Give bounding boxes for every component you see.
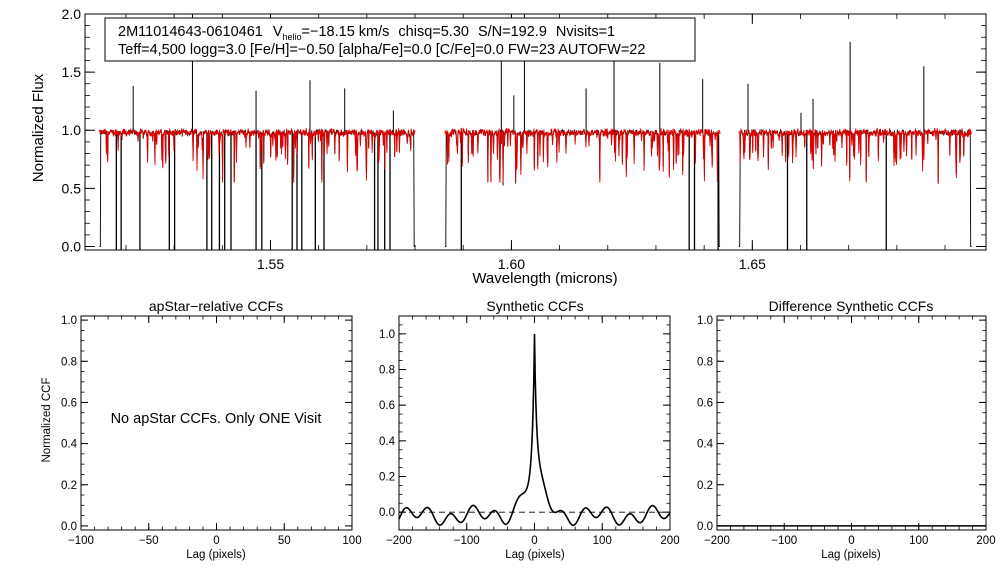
x-tick-label: −200 (386, 535, 412, 547)
y-tick-label: 0.4 (61, 439, 78, 451)
spectrum-y-axis-label: Normalized Flux (30, 73, 47, 182)
y-tick-label: 0.8 (697, 356, 713, 368)
no-ccf-message: No apStar CCFs. Only ONE Visit (111, 411, 322, 427)
y-tick-label: 2.0 (62, 6, 82, 22)
difference-ccf-panel: Difference Synthetic CCFs Lag (pixels) −… (697, 298, 996, 561)
synthetic-ccf-ticks: −200 −100 0 100 200 0.0 0.2 0.4 0.6 0.8 1.0 (379, 315, 680, 547)
y-tick-label: 0.0 (61, 521, 77, 533)
difference-ccf-title: Difference Synthetic CCFs (769, 298, 934, 314)
x-tick-label: 0 (531, 535, 537, 547)
y-tick-label: 0.0 (379, 507, 395, 519)
y-tick-label: 0.8 (379, 365, 395, 377)
y-tick-label: 0.6 (697, 397, 713, 409)
nvisits: Nvisits=1 (556, 24, 615, 40)
vhelio-subscript: helio (283, 32, 302, 42)
x-tick-label: 0 (213, 535, 219, 547)
x-tick-label: 100 (909, 535, 928, 547)
y-tick-label: 1.0 (697, 315, 713, 327)
x-tick-label: 1.60 (498, 256, 525, 272)
y-tick-label: 0.4 (379, 436, 396, 448)
x-tick-label: −100 (68, 535, 94, 547)
y-tick-label: 0.6 (379, 400, 395, 412)
synthetic-ccf-x-axis-label: Lag (pixels) (505, 549, 565, 561)
chisq: chisq=5.30 (398, 24, 469, 40)
vhelio-label: V (273, 24, 283, 40)
difference-ccf-x-axis-label: Lag (pixels) (821, 549, 881, 561)
vhelio-value: =−18.15 km/s (302, 24, 390, 40)
x-tick-label: 200 (976, 535, 995, 547)
y-tick-label: 0.0 (697, 521, 713, 533)
apstar-ccf-axes-frame (80, 315, 353, 531)
spectrum-axes-frame (84, 13, 987, 251)
y-tick-label: 1.0 (61, 315, 77, 327)
model-spectrum-chip-2 (444, 127, 721, 183)
synthetic-ccf-axes-frame (398, 315, 671, 531)
x-tick-label: −100 (454, 535, 480, 547)
y-tick-label: 0.2 (697, 480, 713, 492)
apstar-ccf-panel: apStar−relative CCFs Lag (pixels) Normal… (41, 298, 362, 561)
annotation-box (104, 17, 696, 62)
x-tick-label: 100 (593, 535, 612, 547)
y-tick-label: 0.0 (62, 238, 82, 254)
y-tick-label: 0.2 (379, 472, 395, 484)
model-spectrum-chip-3 (738, 127, 972, 183)
synthetic-ccf-panel: Synthetic CCFs Lag (pixels) −200 −100 0 100… (379, 298, 680, 561)
observed-spectrum-chip-1 (99, 128, 416, 247)
difference-ccf-axes-frame (716, 315, 987, 531)
apstar-ccf-title: apStar−relative CCFs (149, 298, 283, 314)
x-tick-label: −50 (139, 535, 159, 547)
x-tick-label: −100 (771, 535, 797, 547)
y-tick-label: 1.0 (62, 122, 82, 138)
model-spectrum-line (99, 127, 972, 183)
x-tick-label: 1.65 (739, 256, 766, 272)
y-tick-label: 1.5 (62, 64, 82, 80)
model-spectrum-chip-1 (99, 127, 416, 183)
apstar-ccf-ticks: −100 −50 0 50 100 0.0 0.2 0.4 0.6 0.8 1.0 (61, 315, 362, 547)
ccf-y-axis-label: Normalized CCF (41, 378, 53, 463)
x-tick-label: 50 (278, 535, 291, 547)
x-tick-label: 0 (848, 535, 854, 547)
star-id: 2M11014643-0610461 (118, 24, 263, 40)
spectrum-ticks: 1.55 1.60 1.65 0.0 0.5 1.0 1.5 2.0 (62, 6, 986, 272)
apstar-ccf-x-axis-label: Lag (pixels) (186, 549, 246, 561)
synthetic-ccf-title: Synthetic CCFs (486, 298, 583, 314)
y-tick-label: 0.4 (697, 439, 714, 451)
y-tick-label: 0.6 (61, 397, 77, 409)
y-tick-label: 0.2 (61, 480, 77, 492)
x-tick-label: 1.55 (257, 256, 284, 272)
signal-to-noise: S/N=192.9 (478, 24, 547, 40)
spectrum-x-axis-label: Wavelength (microns) (472, 270, 617, 287)
x-tick-label: −200 (704, 535, 730, 547)
annotation-line-1: 2M11014643-0610461 Vhelio=−18.15 km/s chis… (118, 24, 615, 42)
y-tick-label: 0.5 (62, 180, 82, 196)
annotation-line-2: Teff=4,500 logg=3.0 [Fe/H]=−0.50 [alpha/… (118, 42, 645, 58)
synthetic-ccf-line (398, 333, 671, 527)
x-tick-label: 200 (660, 535, 679, 547)
x-tick-label: 100 (342, 535, 361, 547)
spectrum-panel: 1.55 1.60 1.65 0.0 0.5 1.0 1.5 2.0 2M11014643-0… (30, 6, 987, 287)
y-tick-label: 1.0 (379, 329, 395, 341)
y-tick-label: 0.8 (61, 356, 77, 368)
observed-spectrum-chip-3 (738, 128, 972, 247)
difference-ccf-ticks: −200 −100 0 100 200 0.0 0.2 0.4 0.6 0.8 1.0 (697, 315, 996, 547)
